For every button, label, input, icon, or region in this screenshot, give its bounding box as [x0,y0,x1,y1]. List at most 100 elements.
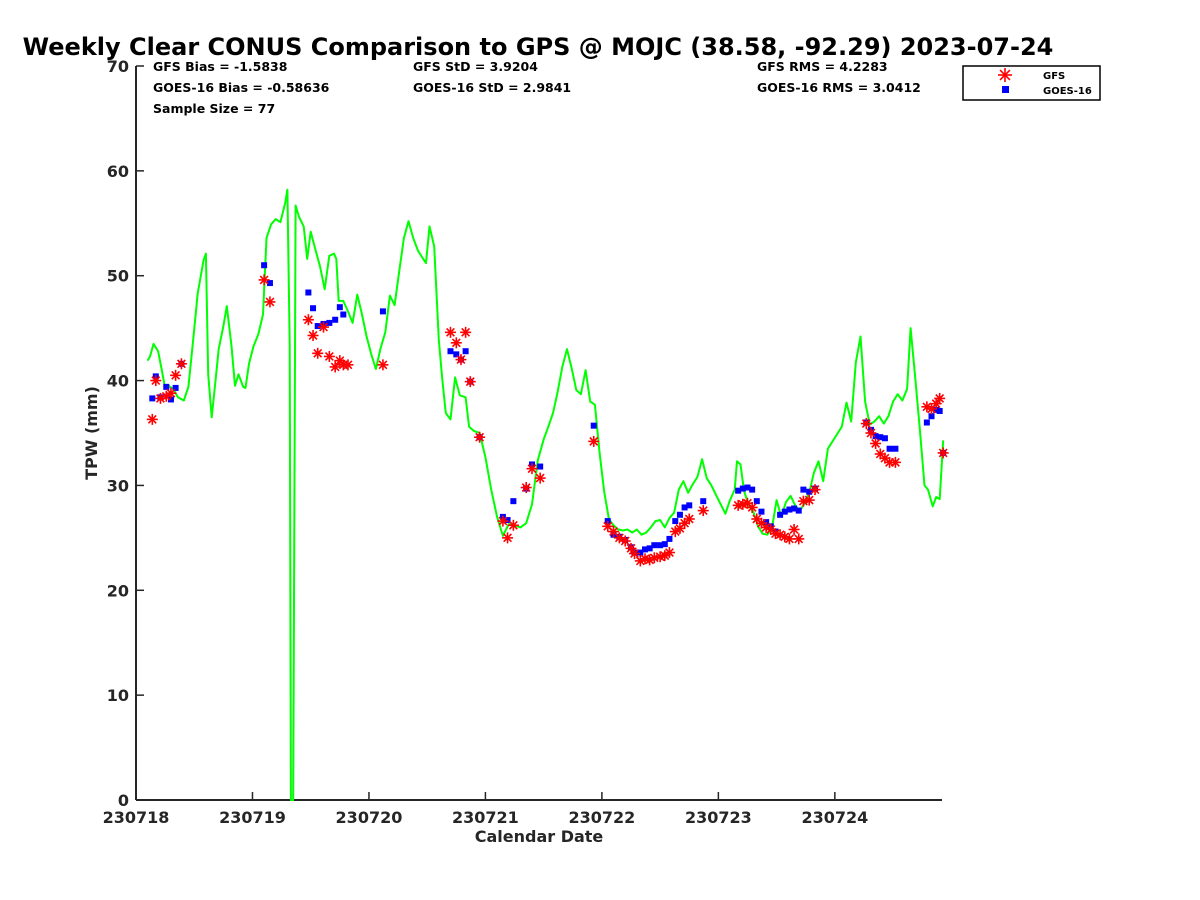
gfs-point [865,427,877,439]
goes16-point [661,541,668,548]
goes16-point [266,280,273,287]
goes16-point [657,542,664,549]
asterisk-stroke [752,514,762,524]
asterisk-stroke [935,393,945,403]
asterisk-stroke [313,348,323,358]
asterisk-stroke [922,402,932,412]
asterisk-stroke [766,525,776,534]
y-tick-label: 20 [107,581,129,600]
x-tick-label: 230721 [452,808,519,827]
asterisk-stroke [804,495,814,505]
gfs-point [444,326,456,338]
goes16-point [172,384,179,391]
gfs-point [258,274,270,286]
goes16-point [735,487,742,494]
y-axis-label: TPW (mm) [82,386,101,480]
goes16-point [886,445,893,452]
y-tick-label: 10 [107,686,129,705]
legend: GFS GOES-16 [962,65,1101,101]
asterisk-stroke [875,449,885,459]
asterisk-stroke [589,436,599,446]
asterisk-stroke [503,533,513,543]
asterisk-stroke [308,331,318,340]
gfs-point [809,484,821,496]
asterisk-stroke [640,554,650,564]
asterisk-stroke [378,360,388,370]
gfs-point [697,505,709,517]
goes16-point [791,505,798,512]
goes16-point [453,351,460,358]
gfs-point [342,359,354,371]
goes16-point [936,407,943,414]
asterisk-stroke [649,553,659,563]
gfs-point [455,354,467,366]
y-axis-ticks: 0 10 20 30 40 50 60 70 [107,57,144,810]
asterisk-stroke [931,399,941,409]
goes16-point [676,511,683,518]
asterisk-stroke [330,362,340,372]
y-tick-label: 40 [107,372,129,391]
gfs-point [520,482,532,494]
goes16-point [261,262,268,269]
asterisk-stroke [176,359,186,369]
goes16-point [314,323,321,330]
legend-gfs-marker [998,68,1012,82]
asterisk-stroke [527,464,537,474]
gfs-point [170,369,182,381]
asterisk-stroke [498,516,508,526]
gfs-point [788,523,800,535]
gfs-point [746,501,758,513]
goes16-point [163,383,170,390]
goes16-point [881,435,888,442]
asterisk-stroke [303,315,313,325]
goes16-point [781,508,788,515]
goes16-point [504,517,511,524]
y-tick-label: 70 [107,57,129,76]
gfs-point [889,456,901,468]
goes16-point [928,413,935,420]
plot-area [146,188,949,801]
gfs-point [450,337,462,349]
legend-gfs-label: GFS [1043,71,1065,82]
asterisk-stroke [603,521,613,531]
gfs-point [870,437,882,449]
gfs-point [264,296,276,308]
asterisk-stroke [784,534,794,544]
x-axis-label: Calendar Date [475,827,604,846]
asterisk-stroke [461,327,471,337]
goes16-point [651,542,658,549]
goes16-point [590,422,597,429]
goes16-point [537,463,544,470]
x-tick-label: 230720 [336,808,403,827]
x-tick-label: 230719 [219,808,286,827]
goes16-point [666,535,673,542]
y-tick-label: 30 [107,476,129,495]
gfs-point [937,447,949,459]
goes16-bias-stat: GOES-16 Bias = -0.58636 [153,80,330,95]
asterisk-stroke [743,498,752,508]
asterisk-stroke [456,355,466,365]
asterisk-stroke [475,432,485,442]
asterisk-stroke [798,496,808,506]
asterisk-stroke [324,351,334,361]
goes16-point [744,484,751,491]
goes16-rms-stat: GOES-16 RMS = 3.0412 [757,80,921,95]
asterisk-stroke [861,419,871,429]
gfs-rms-stat: GFS RMS = 4.2283 [757,59,888,74]
legend-gfs-asterisk [998,68,1012,82]
asterisk-stroke [451,338,461,348]
goes16-point [672,518,679,525]
asterisk-stroke [465,377,475,387]
legend-goes16-marker [1002,86,1009,93]
gfs-point [619,535,631,547]
axes [135,66,942,801]
goes16-point [739,485,746,492]
asterisk-stroke [508,520,518,530]
asterisk-stroke [770,529,780,539]
goes16-point [749,486,756,493]
asterisk-stroke [171,370,181,380]
gfs-point [588,435,600,447]
goes16-point [310,305,317,312]
asterisk-stroke [775,530,785,540]
goes16-point [167,396,174,403]
